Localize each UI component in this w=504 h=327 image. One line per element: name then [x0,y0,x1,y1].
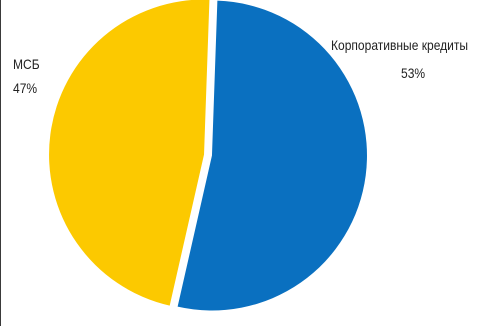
slice-value-corporate-loans: 53% [401,65,426,81]
slice-label-corporate-loans: Корпоративные кредиты [331,37,469,53]
pie-slice-msb [49,0,210,306]
slice-value-msb: 47% [13,80,38,96]
slice-label-msb: МСБ [13,56,40,72]
pie-slice-corporate-loans [177,0,367,311]
pie-slices [49,0,367,311]
